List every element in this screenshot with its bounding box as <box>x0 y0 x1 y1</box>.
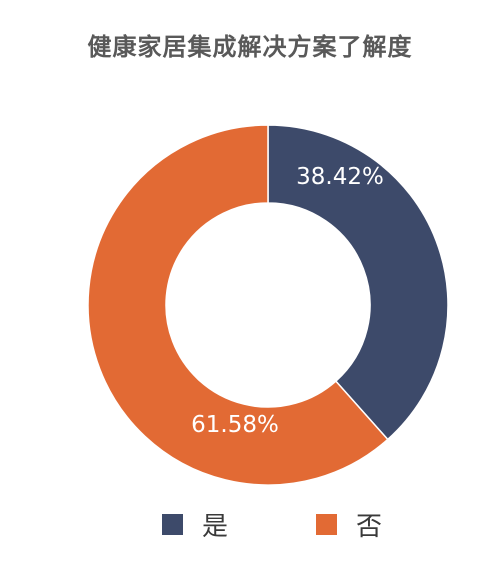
slice-no <box>87 124 389 486</box>
legend-label-yes: 是 <box>202 511 229 542</box>
legend-swatch-no <box>316 513 337 535</box>
chart-title: 健康家居集成解决方案了解度 <box>87 33 413 61</box>
data-label-no: 61.58% <box>191 412 279 438</box>
legend-item-no: 否 <box>316 508 383 542</box>
legend: 是 否 <box>0 508 500 542</box>
legend-item-yes: 是 <box>162 508 229 542</box>
data-label-yes: 38.42% <box>296 164 384 190</box>
slice-yes <box>267 124 449 441</box>
legend-swatch-yes <box>162 513 183 535</box>
donut-chart: 38.42% 61.58% <box>87 124 449 486</box>
legend-label-no: 否 <box>356 511 383 542</box>
